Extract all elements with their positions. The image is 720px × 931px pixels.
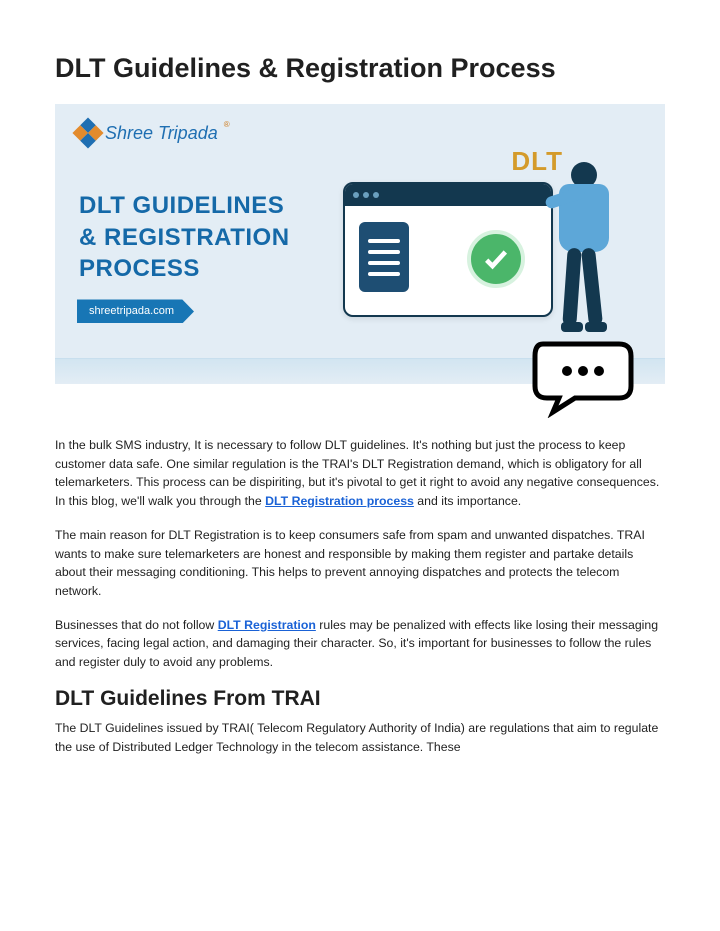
section-heading-trai: DLT Guidelines From TRAI bbox=[55, 687, 665, 711]
para3-text-a: Businesses that do not follow bbox=[55, 618, 218, 632]
dlt-registration-process-link[interactable]: DLT Registration process bbox=[265, 494, 414, 508]
intro-paragraph-3: Businesses that do not follow DLT Regist… bbox=[55, 616, 665, 671]
para1-text-b: and its importance. bbox=[414, 494, 521, 508]
window-illustration bbox=[343, 182, 553, 317]
brand-logo-icon bbox=[72, 118, 103, 149]
hero-headline-line3: PROCESS bbox=[79, 253, 290, 284]
window-titlebar bbox=[345, 184, 551, 206]
brand-name: Shree Tripada bbox=[105, 123, 218, 144]
hero-headline-line2: & REGISTRATION bbox=[79, 222, 290, 253]
person-illustration bbox=[539, 162, 629, 362]
hero-headline: DLT GUIDELINES & REGISTRATION PROCESS bbox=[79, 190, 290, 284]
registered-mark: ® bbox=[224, 120, 230, 129]
page-title: DLT Guidelines & Registration Process bbox=[55, 50, 665, 86]
intro-paragraph-1: In the bulk SMS industry, It is necessar… bbox=[55, 436, 665, 510]
hero-headline-line1: DLT GUIDELINES bbox=[79, 190, 290, 221]
trai-paragraph: The DLT Guidelines issued by TRAI( Telec… bbox=[55, 719, 665, 756]
menu-lines-icon bbox=[359, 222, 409, 292]
url-pill: shreetripada.com bbox=[77, 299, 194, 323]
chat-bubble-icon bbox=[531, 336, 635, 418]
brand-block: Shree Tripada ® bbox=[77, 122, 230, 144]
checkmark-icon bbox=[467, 230, 525, 288]
hero-wrapper: Shree Tripada ® DLT GUIDELINES & REGISTR… bbox=[55, 104, 665, 384]
dlt-registration-link[interactable]: DLT Registration bbox=[218, 618, 316, 632]
intro-paragraph-2: The main reason for DLT Registration is … bbox=[55, 526, 665, 600]
